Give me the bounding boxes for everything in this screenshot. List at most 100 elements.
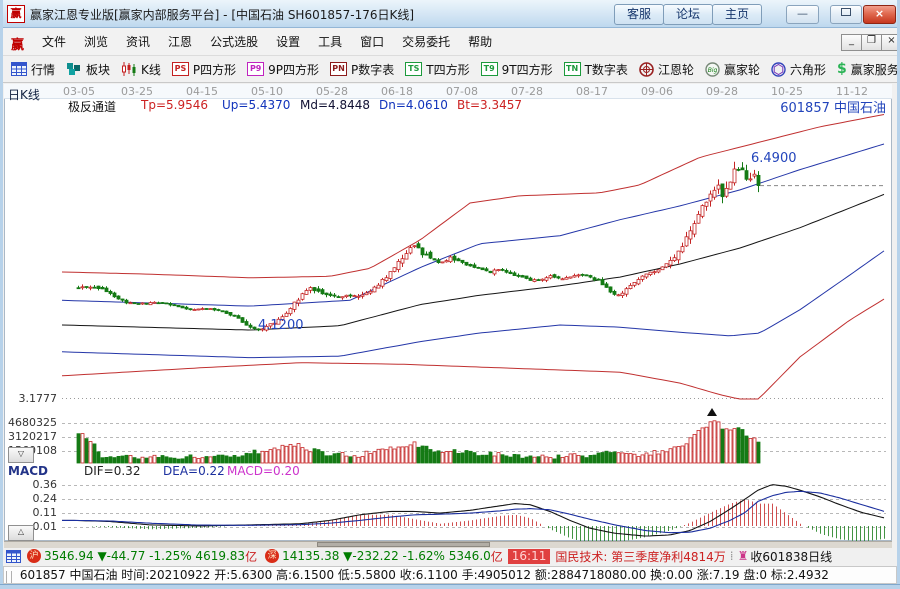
- volume-pane-collapse-button[interactable]: ▽: [8, 447, 34, 463]
- ps-badge-icon: PS: [171, 62, 189, 76]
- toolbar: 行情 板块 K线 PS P四方形 P9 9P四方形 PN P数字表 TS T四方形 T9 9T四方形 TN…: [3, 56, 899, 83]
- shenzhen-index-icon: 深: [265, 549, 280, 563]
- macd-axis-label-4: -0.01: [28, 520, 57, 533]
- macd-pane-title[interactable]: MACD: [8, 464, 48, 478]
- toolbar-button[interactable]: $ 赢家服务: [837, 61, 899, 78]
- toolbar-button-label: 赢家轮: [723, 62, 760, 77]
- recent-stock-link[interactable]: 收601838日线: [750, 549, 833, 564]
- macd-macd-label: MACD=0.20: [227, 464, 300, 478]
- maximize-button[interactable]: [830, 5, 862, 24]
- quote-grid-icon[interactable]: [6, 549, 21, 563]
- toolbar-button[interactable]: TS T四方形: [405, 61, 470, 78]
- channel-lines: [61, 114, 885, 400]
- toolbar-button-label: 赢家服务: [850, 62, 899, 77]
- window-border-bottom: [0, 584, 900, 589]
- news-time-badge: 16:11: [507, 548, 551, 564]
- volume-axis-label-1: 4680325: [8, 416, 57, 429]
- info-bar: 601857 中国石油 时间:20210922 开:5.6300 高:6.150…: [3, 566, 897, 584]
- shanghai-index-quote[interactable]: 3546.94 ▼-44.77 -1.25% 4619.83: [44, 549, 246, 563]
- menu-item[interactable]: 公式选股: [210, 35, 259, 49]
- macd-layer: [62, 484, 885, 541]
- toolbar-button[interactable]: 江恩轮: [639, 61, 694, 78]
- shanghai-index-icon: 沪: [27, 549, 41, 563]
- menu-bar: 赢 文件 浏览 资讯 江恩 公式选股 设置 工具 窗口 交易委托 帮助 _ ❐ ×: [3, 28, 900, 56]
- shenzhen-index-quote[interactable]: 14135.38 ▼-232.22 -1.62% 5346.0: [282, 549, 491, 563]
- menu-item[interactable]: 工具: [318, 35, 343, 49]
- toolbar-button-label: 9P四方形: [268, 62, 320, 77]
- macd-pane-expand-button[interactable]: △: [8, 525, 34, 541]
- hscrollbar-thumb[interactable]: [317, 542, 490, 547]
- menu-item[interactable]: 帮助: [468, 35, 493, 49]
- minimize-button[interactable]: —: [786, 5, 819, 24]
- close-button[interactable]: ×: [863, 5, 896, 24]
- volume-axis-label-2: 3120217: [8, 430, 57, 443]
- homepage-button[interactable]: 主页: [712, 4, 762, 25]
- stock-label[interactable]: 601857 中国石油: [780, 101, 886, 116]
- menu-item[interactable]: 设置: [276, 35, 301, 49]
- toolbar-button[interactable]: P9 9P四方形: [247, 61, 319, 78]
- big-wheel-icon: Big: [705, 61, 720, 77]
- toolbar-button[interactable]: T9 9T四方形: [480, 61, 553, 78]
- menu-item[interactable]: 浏览: [84, 35, 109, 49]
- customer-service-button[interactable]: 客服: [614, 4, 664, 25]
- toolbar-button[interactable]: TN T数字表: [563, 61, 628, 78]
- price-axis-label: 3.1777: [18, 392, 58, 405]
- mdi-restore-button[interactable]: ❐: [861, 34, 882, 51]
- date-axis: 03-05 03-25 04-15 05-10 05-28 06-18 07-08 07-28…: [4, 84, 892, 99]
- date-tick-label: 05-10: [251, 85, 283, 98]
- mdi-minimize-button[interactable]: _: [841, 34, 862, 51]
- toolbar-button-label: 六角形: [789, 62, 826, 77]
- volume-layer: [76, 420, 761, 464]
- menu-item[interactable]: 资讯: [126, 35, 151, 49]
- tn-badge-icon: TN: [563, 62, 581, 76]
- blocks-icon: [66, 62, 82, 76]
- channel-tp-label: Tp=5.9546: [141, 98, 208, 112]
- high-price-marker: 6.4900: [751, 151, 797, 166]
- menu-item[interactable]: 窗口: [360, 35, 385, 49]
- window-border-left: [0, 0, 3, 589]
- toolbar-button-label: 9T四方形: [501, 62, 553, 77]
- macd-axis-label-1: 0.36: [32, 478, 58, 491]
- date-tick-label: 07-08: [446, 85, 478, 98]
- menu-items: 文件 浏览 资讯 江恩 公式选股 设置 工具 窗口 交易委托 帮助: [33, 28, 501, 55]
- hexagon-icon: [771, 61, 786, 77]
- shanghai-index-unit: 亿: [245, 549, 258, 564]
- ts-badge-icon: TS: [405, 62, 423, 76]
- ticker-separator: ⁞: [729, 549, 734, 563]
- date-tick-label: 04-15: [186, 85, 218, 98]
- mdi-close-button[interactable]: ×: [881, 34, 900, 51]
- toolbar-button[interactable]: PS P四方形: [171, 61, 236, 78]
- pn-badge-icon: PN: [330, 62, 348, 76]
- toolbar-button[interactable]: Big 赢家轮: [705, 61, 760, 78]
- menu-item[interactable]: 交易委托: [402, 35, 451, 49]
- volume-peak-marker: [707, 408, 717, 416]
- toolbar-button[interactable]: K线: [121, 61, 161, 78]
- toolbar-button-label: 板块: [86, 62, 111, 77]
- window-title: 赢家江恩专业版[赢家内部服务平台] - [中国石油 SH601857-176日K…: [30, 8, 415, 22]
- toolbar-button-label: K线: [141, 62, 161, 77]
- news-ticker[interactable]: 国民技术: 第三季度净利4814万: [555, 549, 726, 564]
- date-tick-label: 06-18: [381, 85, 413, 98]
- macd-dif-label: DIF=0.32: [84, 464, 141, 478]
- date-tick-label: 08-17: [576, 85, 608, 98]
- dollar-icon: $: [836, 61, 847, 77]
- menu-item[interactable]: 江恩: [168, 35, 193, 49]
- candles-layer: [76, 161, 761, 332]
- chart-plot[interactable]: [4, 84, 892, 541]
- toolbar-button[interactable]: 六角形: [771, 61, 826, 78]
- svg-text:Big: Big: [708, 67, 718, 74]
- toolbar-button[interactable]: 行情: [11, 61, 55, 78]
- menu-item[interactable]: 文件: [42, 35, 67, 49]
- low-price-marker: 4.1200: [258, 318, 304, 333]
- channel-dn-label: Dn=4.0610: [379, 98, 448, 112]
- title-bar: 赢 赢家江恩专业版[赢家内部服务平台] - [中国石油 SH601857-176…: [0, 0, 900, 28]
- date-tick-label: 03-05: [63, 85, 95, 98]
- chart-hscrollbar[interactable]: [4, 541, 892, 548]
- chart-panel: [4, 84, 892, 541]
- toolbar-button[interactable]: PN P数字表: [330, 61, 394, 78]
- forum-button[interactable]: 论坛: [663, 4, 713, 25]
- date-tick-label: 03-25: [121, 85, 153, 98]
- menu-logo-icon: 赢: [11, 38, 25, 53]
- toolbar-button[interactable]: 板块: [66, 61, 110, 78]
